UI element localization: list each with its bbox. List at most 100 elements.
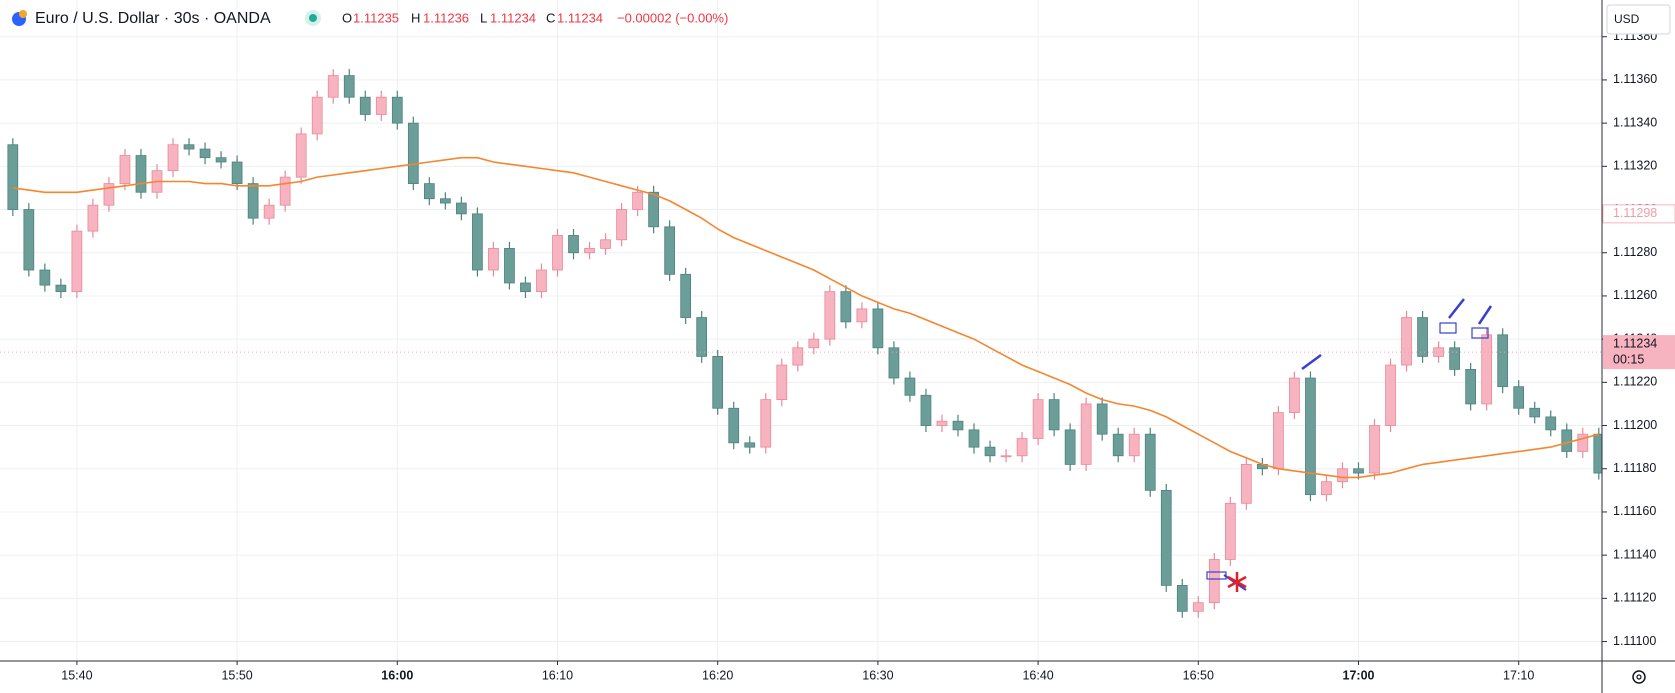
candle-body — [71, 230, 83, 293]
candle-body — [1433, 347, 1444, 357]
candle-body — [904, 377, 916, 396]
candle-body — [263, 204, 275, 219]
x-tick-label: 15:50 — [221, 668, 252, 682]
candle-body — [1561, 429, 1573, 452]
candle-body — [311, 96, 323, 135]
candle-body — [1080, 403, 1092, 465]
candle-body — [744, 442, 756, 448]
x-tick-label: 16:10 — [542, 668, 573, 682]
candle-body — [840, 291, 852, 323]
candle-body — [1577, 433, 1589, 452]
ohlc-value: 1.11234 — [557, 10, 603, 25]
candle-body — [1096, 403, 1108, 435]
x-tick-label: 16:00 — [381, 668, 413, 682]
candle-body — [1240, 464, 1252, 504]
candle-body — [632, 191, 643, 210]
candle-body — [824, 291, 836, 340]
trend-line — [1448, 298, 1465, 319]
candle-body — [488, 248, 499, 271]
candle-body — [920, 394, 932, 426]
candle-body — [520, 282, 531, 293]
settings-icon — [1636, 674, 1642, 680]
candle-body — [439, 198, 451, 204]
candle-body — [1385, 364, 1396, 426]
currency-button[interactable] — [1606, 4, 1671, 35]
candle-body — [279, 176, 291, 206]
candle-body — [456, 202, 467, 215]
candle-body — [1353, 468, 1364, 474]
candle-body — [135, 155, 147, 193]
candle-body — [648, 191, 659, 228]
candle-body — [568, 235, 579, 254]
candle-body — [888, 347, 900, 379]
marker-label-box — [1602, 204, 1675, 224]
candle-body — [343, 75, 355, 98]
y-tick-label: 1.11100 — [1613, 634, 1656, 648]
candle-body — [472, 213, 483, 271]
candle-body — [231, 161, 243, 185]
candle-body — [1273, 412, 1284, 470]
candle-body — [1305, 377, 1316, 496]
candle-body — [1497, 334, 1509, 388]
candle-body — [407, 122, 419, 185]
candle-body — [616, 209, 627, 241]
candle-body — [504, 248, 515, 284]
annotations — [1206, 298, 1493, 592]
ohlc-label: O — [342, 10, 352, 25]
y-tick-label: 1.11200 — [1613, 418, 1657, 432]
candle-body — [1337, 468, 1348, 483]
candle-body — [968, 429, 980, 448]
candle-body — [760, 399, 772, 448]
candle-body — [872, 308, 884, 349]
x-tick-label: 17:10 — [1503, 668, 1534, 682]
x-tick-label: 16:40 — [1022, 668, 1053, 682]
candle-body — [55, 284, 67, 293]
symbol-title[interactable]: Euro / U.S. Dollar · 30s · OANDA — [35, 10, 271, 27]
candle-body — [39, 269, 51, 286]
candle-body — [1529, 407, 1541, 418]
marker-label: 1.11298 — [1613, 206, 1657, 220]
box-marker — [1439, 322, 1457, 334]
y-tick-label: 1.11320 — [1613, 159, 1657, 173]
candle-body — [1160, 489, 1172, 586]
candle-body — [664, 226, 676, 275]
currency-label[interactable]: USD — [1614, 12, 1640, 26]
candle-body — [1016, 438, 1028, 457]
candle-body — [327, 75, 339, 98]
candle-body — [584, 248, 595, 254]
candle-body — [792, 347, 804, 366]
candle-body — [1513, 386, 1525, 409]
y-tick-label: 1.11180 — [1613, 461, 1656, 475]
candle-body — [23, 209, 35, 271]
candle-body — [1545, 416, 1557, 431]
x-tick-label: 15:40 — [61, 668, 92, 682]
candle-body — [119, 155, 131, 185]
candle-body — [856, 308, 868, 323]
y-tick-label: 1.11340 — [1613, 115, 1657, 129]
candle-body — [1481, 334, 1493, 405]
ohlc-value: 1.11235 — [353, 10, 399, 25]
candle-body — [1401, 317, 1412, 366]
candle-body — [952, 420, 964, 431]
candle-body — [87, 204, 99, 232]
candle-body — [808, 338, 820, 349]
x-tick-label: 16:50 — [1183, 668, 1214, 682]
box-marker — [1471, 327, 1489, 339]
candle-body — [7, 144, 19, 210]
axes: 1.11100 1.11120 1.11140 1.11160 1.11180 1.112… — [61, 29, 1675, 682]
x-tick-label: 16:30 — [862, 668, 893, 682]
candle-body — [536, 269, 547, 293]
candle-body — [1192, 602, 1204, 612]
change-value: −0.00002 (−0.00%) — [617, 10, 728, 25]
candle-body — [712, 356, 724, 409]
y-tick-label: 1.11140 — [1613, 547, 1656, 561]
y-tick-label: 1.11120 — [1613, 591, 1656, 605]
candle-body — [167, 144, 179, 172]
y-tick-label: 1.11220 — [1613, 375, 1657, 389]
settings-icon[interactable] — [1632, 670, 1646, 684]
candle-body — [696, 317, 708, 357]
candle-body — [247, 183, 259, 219]
